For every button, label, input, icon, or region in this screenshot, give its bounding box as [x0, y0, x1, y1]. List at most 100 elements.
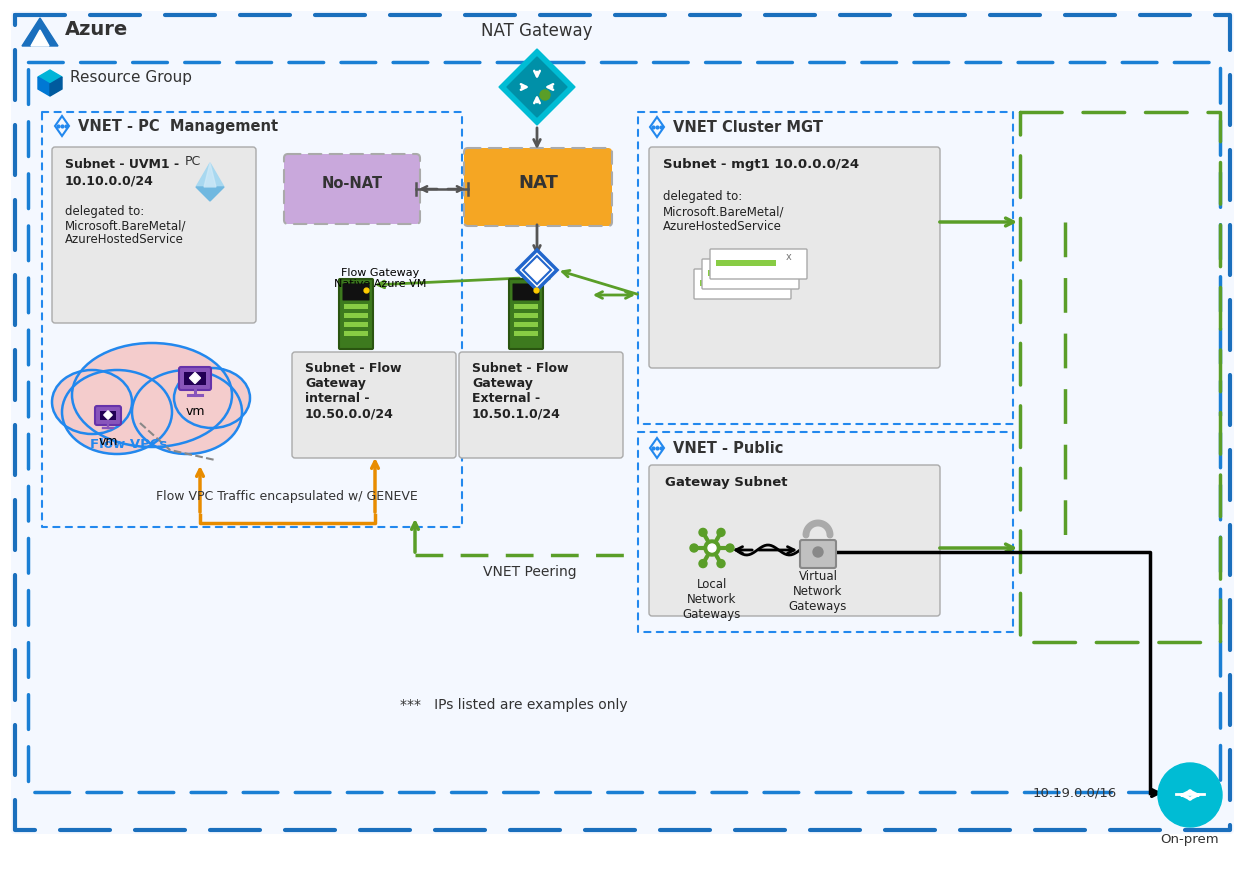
FancyBboxPatch shape [95, 406, 121, 425]
Polygon shape [522, 256, 551, 284]
Text: NAT Gateway: NAT Gateway [481, 22, 592, 40]
FancyBboxPatch shape [509, 279, 542, 349]
FancyBboxPatch shape [649, 465, 940, 616]
FancyBboxPatch shape [339, 279, 372, 349]
Circle shape [540, 90, 550, 100]
FancyBboxPatch shape [292, 352, 456, 458]
Text: Subnet - Flow: Subnet - Flow [305, 362, 401, 375]
Text: vm: vm [99, 435, 118, 448]
FancyBboxPatch shape [344, 304, 367, 309]
Text: 10.50.0.0/24: 10.50.0.0/24 [305, 407, 394, 420]
FancyBboxPatch shape [703, 259, 799, 289]
FancyBboxPatch shape [514, 322, 538, 327]
FancyBboxPatch shape [464, 148, 612, 226]
Text: x: x [770, 272, 776, 282]
Text: internal -: internal - [305, 392, 370, 405]
Text: ***   IPs listed are examples only: *** IPs listed are examples only [400, 698, 628, 712]
Ellipse shape [52, 370, 132, 434]
Circle shape [699, 529, 708, 537]
Text: Microsoft.BareMetal/: Microsoft.BareMetal/ [662, 205, 785, 218]
FancyBboxPatch shape [284, 154, 420, 224]
Text: Gateway: Gateway [472, 377, 532, 390]
FancyBboxPatch shape [800, 540, 836, 568]
Text: VNET Peering: VNET Peering [484, 565, 576, 579]
Circle shape [718, 559, 725, 568]
Polygon shape [499, 49, 575, 125]
Text: No-NAT: No-NAT [321, 176, 382, 191]
Text: x: x [778, 262, 784, 272]
Text: PC: PC [185, 155, 201, 168]
Polygon shape [508, 57, 568, 117]
Polygon shape [50, 77, 62, 96]
FancyBboxPatch shape [710, 249, 808, 279]
Circle shape [699, 559, 708, 568]
Text: Flow VPC Traffic encapsulated w/ GENEVE: Flow VPC Traffic encapsulated w/ GENEVE [156, 490, 418, 503]
FancyBboxPatch shape [694, 269, 791, 299]
Text: 10.19.0.0/16: 10.19.0.0/16 [1032, 787, 1118, 800]
Polygon shape [38, 77, 50, 96]
Text: Microsoft.BareMetal/: Microsoft.BareMetal/ [65, 219, 186, 232]
Polygon shape [104, 411, 112, 419]
Text: Native Azure VM: Native Azure VM [334, 279, 426, 289]
Text: Gateway Subnet: Gateway Subnet [665, 476, 788, 489]
Text: Local
Network
Gateways: Local Network Gateways [682, 578, 741, 621]
Text: Virtual
Network
Gateways: Virtual Network Gateways [789, 570, 848, 613]
FancyBboxPatch shape [649, 147, 940, 368]
FancyBboxPatch shape [700, 280, 760, 286]
Circle shape [726, 544, 734, 552]
Ellipse shape [72, 343, 232, 447]
FancyBboxPatch shape [514, 313, 538, 318]
Polygon shape [204, 163, 216, 187]
FancyBboxPatch shape [184, 372, 206, 385]
Text: Subnet - Flow: Subnet - Flow [472, 362, 569, 375]
FancyBboxPatch shape [179, 367, 211, 390]
Ellipse shape [174, 368, 250, 428]
Text: x: x [786, 252, 791, 262]
Text: Flow VPCs: Flow VPCs [90, 438, 168, 451]
FancyBboxPatch shape [459, 352, 622, 458]
Text: AzureHostedService: AzureHostedService [662, 220, 782, 233]
Circle shape [812, 547, 822, 557]
Polygon shape [190, 373, 200, 383]
Text: Gateway: Gateway [305, 377, 366, 390]
Circle shape [1158, 763, 1222, 827]
Circle shape [690, 544, 698, 552]
FancyBboxPatch shape [344, 322, 367, 327]
Circle shape [718, 529, 725, 537]
FancyBboxPatch shape [100, 411, 116, 420]
Text: Subnet - UVM1 -: Subnet - UVM1 - [65, 158, 179, 171]
Polygon shape [196, 163, 224, 187]
FancyBboxPatch shape [52, 147, 256, 323]
Text: Resource Group: Resource Group [70, 70, 192, 85]
Text: VNET - Public: VNET - Public [672, 441, 784, 456]
Polygon shape [518, 250, 558, 290]
Text: External -: External - [472, 392, 540, 405]
FancyBboxPatch shape [11, 11, 1234, 834]
Text: vm: vm [185, 405, 205, 418]
Polygon shape [22, 18, 58, 46]
Text: 10.50.1.0/24: 10.50.1.0/24 [472, 407, 561, 420]
FancyBboxPatch shape [342, 283, 370, 300]
Text: Azure: Azure [65, 20, 129, 39]
FancyBboxPatch shape [344, 313, 367, 318]
FancyBboxPatch shape [707, 270, 768, 276]
Text: VNET - PC  Management: VNET - PC Management [78, 119, 278, 134]
Ellipse shape [62, 370, 172, 454]
Text: 10.10.0.0/24: 10.10.0.0/24 [65, 174, 154, 187]
Circle shape [707, 544, 716, 552]
Polygon shape [38, 70, 62, 84]
Text: On-prem: On-prem [1161, 833, 1219, 846]
Text: VNET Cluster MGT: VNET Cluster MGT [672, 120, 822, 135]
Text: delegated to:: delegated to: [662, 190, 742, 203]
Ellipse shape [132, 370, 242, 454]
Text: AzureHostedService: AzureHostedService [65, 233, 184, 246]
FancyBboxPatch shape [512, 283, 540, 300]
Circle shape [704, 540, 720, 556]
Polygon shape [31, 30, 49, 46]
Text: Subnet - mgt1 10.0.0.0/24: Subnet - mgt1 10.0.0.0/24 [662, 158, 859, 171]
FancyBboxPatch shape [514, 331, 538, 336]
Text: Flow Gateway: Flow Gateway [341, 268, 419, 278]
Text: delegated to:: delegated to: [65, 205, 144, 218]
Polygon shape [196, 187, 224, 201]
FancyBboxPatch shape [716, 260, 776, 266]
